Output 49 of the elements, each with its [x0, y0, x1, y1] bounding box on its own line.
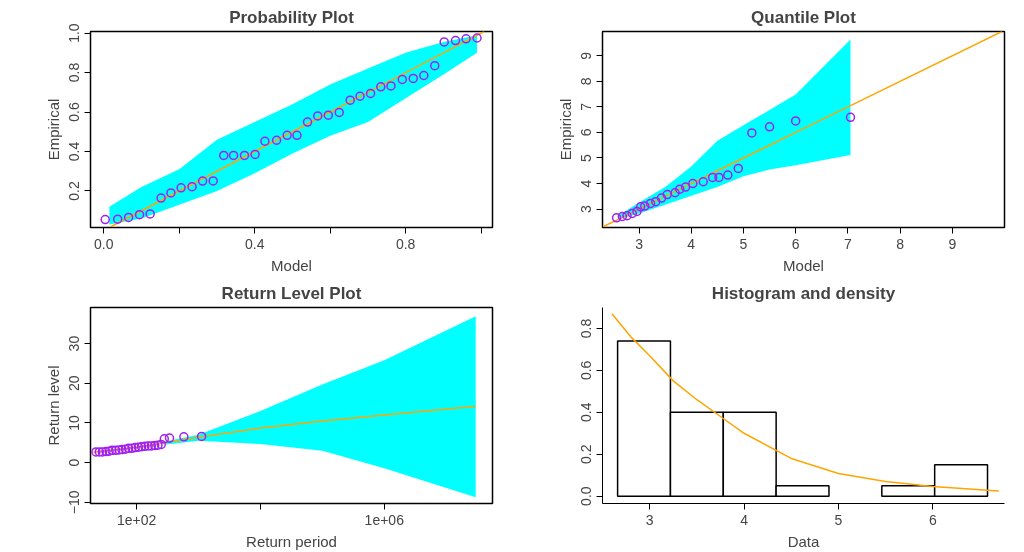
x-tick-label: 5 — [834, 511, 843, 528]
x-tick-label: 1e+02 — [116, 511, 157, 528]
y-tick-label: 7 — [578, 102, 595, 111]
chart-title: Quantile Plot — [751, 7, 857, 27]
x-tick-label: 6 — [928, 511, 937, 528]
chart-title: Histogram and density — [711, 283, 896, 303]
y-tick-label: 0.0 — [578, 486, 595, 506]
x-tick-label: 5 — [739, 235, 748, 252]
y-tick-label: 3 — [578, 204, 595, 213]
y-tick-label: 0.2 — [578, 444, 595, 464]
x-axis-title: Model — [783, 256, 824, 274]
x-tick-label: 4 — [740, 511, 749, 528]
y-tick-label: 0.6 — [66, 102, 83, 122]
x-axis-title: Return period — [246, 532, 337, 550]
y-tick-label: −10 — [66, 490, 83, 515]
x-tick-label: 4 — [687, 235, 696, 252]
y-tick-label: 10 — [66, 414, 83, 431]
x-axis-title: Model — [271, 256, 312, 274]
y-tick-label: 0.4 — [66, 141, 83, 162]
y-tick-label: 0 — [66, 458, 83, 467]
y-tick-label: 0.8 — [66, 62, 83, 83]
y-axis-title: Empirical — [44, 98, 62, 161]
x-tick-label: 7 — [843, 235, 852, 252]
y-axis-title: Return level — [44, 365, 62, 446]
y-tick-label: 0.4 — [578, 402, 595, 423]
y-tick-label: 6 — [578, 128, 595, 137]
y-tick-label: 30 — [66, 335, 83, 352]
x-tick-label: 8 — [896, 235, 905, 252]
x-axis-title: Data — [787, 532, 820, 550]
y-axis-title: Empirical — [556, 98, 574, 161]
x-tick-label: 3 — [635, 235, 644, 252]
y-tick-label: 20 — [66, 375, 83, 392]
x-tick-label: 6 — [791, 235, 800, 252]
x-tick-label: 9 — [948, 235, 957, 252]
y-tick-label: 4 — [578, 179, 595, 188]
y-tick-label: 0.8 — [578, 318, 595, 339]
y-tick-label: 8 — [578, 77, 595, 86]
y-tick-label: 1.0 — [66, 23, 83, 43]
y-tick-label: 9 — [578, 51, 595, 60]
x-tick-label: 1e+06 — [364, 511, 405, 528]
y-tick-label: 0.6 — [578, 360, 595, 381]
y-tick-label: 5 — [578, 153, 595, 162]
chart-title: Probability Plot — [229, 7, 355, 27]
y-tick-label: 0.2 — [66, 181, 83, 201]
chart-title: Return Level Plot — [221, 283, 362, 303]
x-tick-label: 0.4 — [244, 235, 265, 252]
x-tick-label: 0.0 — [93, 235, 114, 252]
x-tick-label: 3 — [645, 511, 654, 528]
x-tick-label: 0.8 — [395, 235, 416, 252]
